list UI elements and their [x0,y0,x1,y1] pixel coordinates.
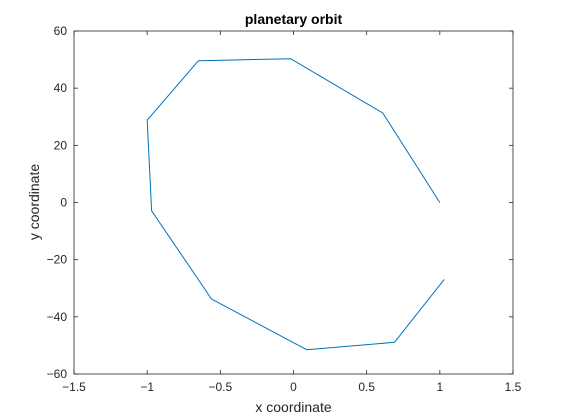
x-tick-label: 0.5 [358,380,375,394]
series-layer [146,58,445,351]
y-tick-label: −60 [47,367,68,381]
y-tick-label: 40 [54,81,68,95]
x-tick-labels: −1.5 −1 −0.5 0 0.5 1 1.5 [62,380,522,394]
axes-background [74,31,513,374]
y-tick-label: 60 [54,24,68,38]
x-tick-label: −1 [140,380,154,394]
x-tick-label: 0 [290,380,297,394]
y-tick-label: 0 [60,196,67,210]
orbit-line [146,58,445,351]
chart-title: planetary orbit [245,11,343,27]
x-tick-label: 1 [436,380,443,394]
y-axis-label: y coordinate [26,164,42,240]
y-tick-label: −20 [47,253,68,267]
x-axis-label: x coordinate [255,399,331,415]
axes-box [73,30,514,375]
x-tick-label: 1.5 [505,380,522,394]
x-tick-label: −0.5 [208,380,232,394]
x-tick-label: −1.5 [62,380,86,394]
y-tick-labels: −60 −40 −20 0 20 40 60 [47,24,68,381]
y-tick-label: 20 [54,138,68,152]
y-tick-label: −40 [47,310,68,324]
